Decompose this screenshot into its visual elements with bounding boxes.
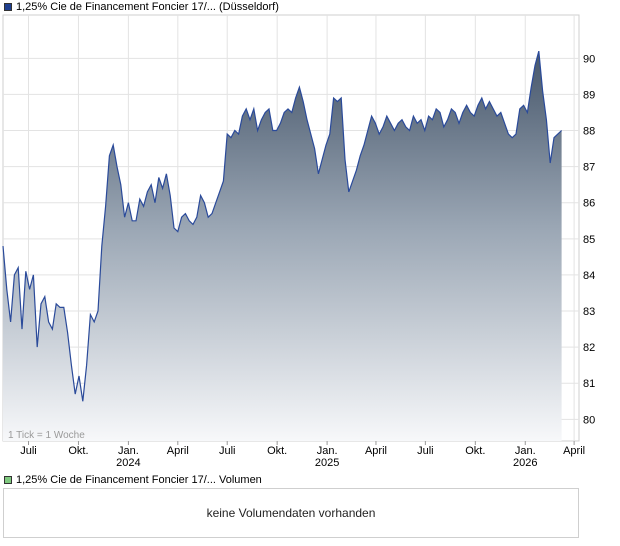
- x-tick-label: Juli: [219, 445, 236, 457]
- legend-price-swatch: [4, 3, 12, 11]
- y-tick-label: 82: [583, 342, 595, 354]
- x-tick-label: Jan.: [515, 445, 536, 457]
- x-tick-label: Okt.: [267, 445, 287, 457]
- price-line: [2, 50, 563, 402]
- x-tick-label: Okt.: [68, 445, 88, 457]
- y-axis: 80 81 82 83 84 85 86 87 88 89 90: [583, 53, 595, 426]
- x-tick-label: Jan.: [118, 445, 139, 457]
- x-tick-label: Juli: [417, 445, 434, 457]
- x-tick-year: 2024: [116, 457, 140, 469]
- y-tick-label: 85: [583, 234, 595, 246]
- y-tick-label: 87: [583, 162, 595, 174]
- x-tick-label: Juli: [20, 445, 37, 457]
- x-tick-label: April: [563, 445, 585, 457]
- y-tick-label: 81: [583, 378, 595, 390]
- y-tick-label: 83: [583, 306, 595, 318]
- x-tick-label: Okt.: [465, 445, 485, 457]
- x-tick-year: 2025: [315, 457, 339, 469]
- x-tick-label: April: [365, 445, 387, 457]
- tick-note: 1 Tick = 1 Woche: [8, 430, 85, 441]
- legend-volume: 1,25% Cie de Financement Foncier 17/... …: [4, 473, 262, 487]
- x-tick-label: Jan.: [317, 445, 338, 457]
- y-tick-label: 86: [583, 198, 595, 210]
- volume-panel: keine Volumendaten vorhanden: [3, 488, 579, 538]
- x-tick-year: 2026: [513, 457, 537, 469]
- no-volume-message: keine Volumendaten vorhanden: [206, 506, 376, 520]
- legend-price: 1,25% Cie de Financement Foncier 17/... …: [4, 0, 279, 14]
- price-area: [3, 51, 562, 441]
- y-tick-label: 88: [583, 126, 595, 138]
- legend-volume-swatch: [4, 476, 12, 484]
- x-tick-label: April: [167, 445, 189, 457]
- legend-volume-label: 1,25% Cie de Financement Foncier 17/... …: [16, 474, 262, 486]
- legend-price-label: 1,25% Cie de Financement Foncier 17/... …: [16, 1, 279, 13]
- y-tick-label: 84: [583, 270, 595, 282]
- y-tick-label: 80: [583, 414, 595, 426]
- y-tick-label: 89: [583, 89, 595, 101]
- y-tick-label: 90: [583, 53, 595, 65]
